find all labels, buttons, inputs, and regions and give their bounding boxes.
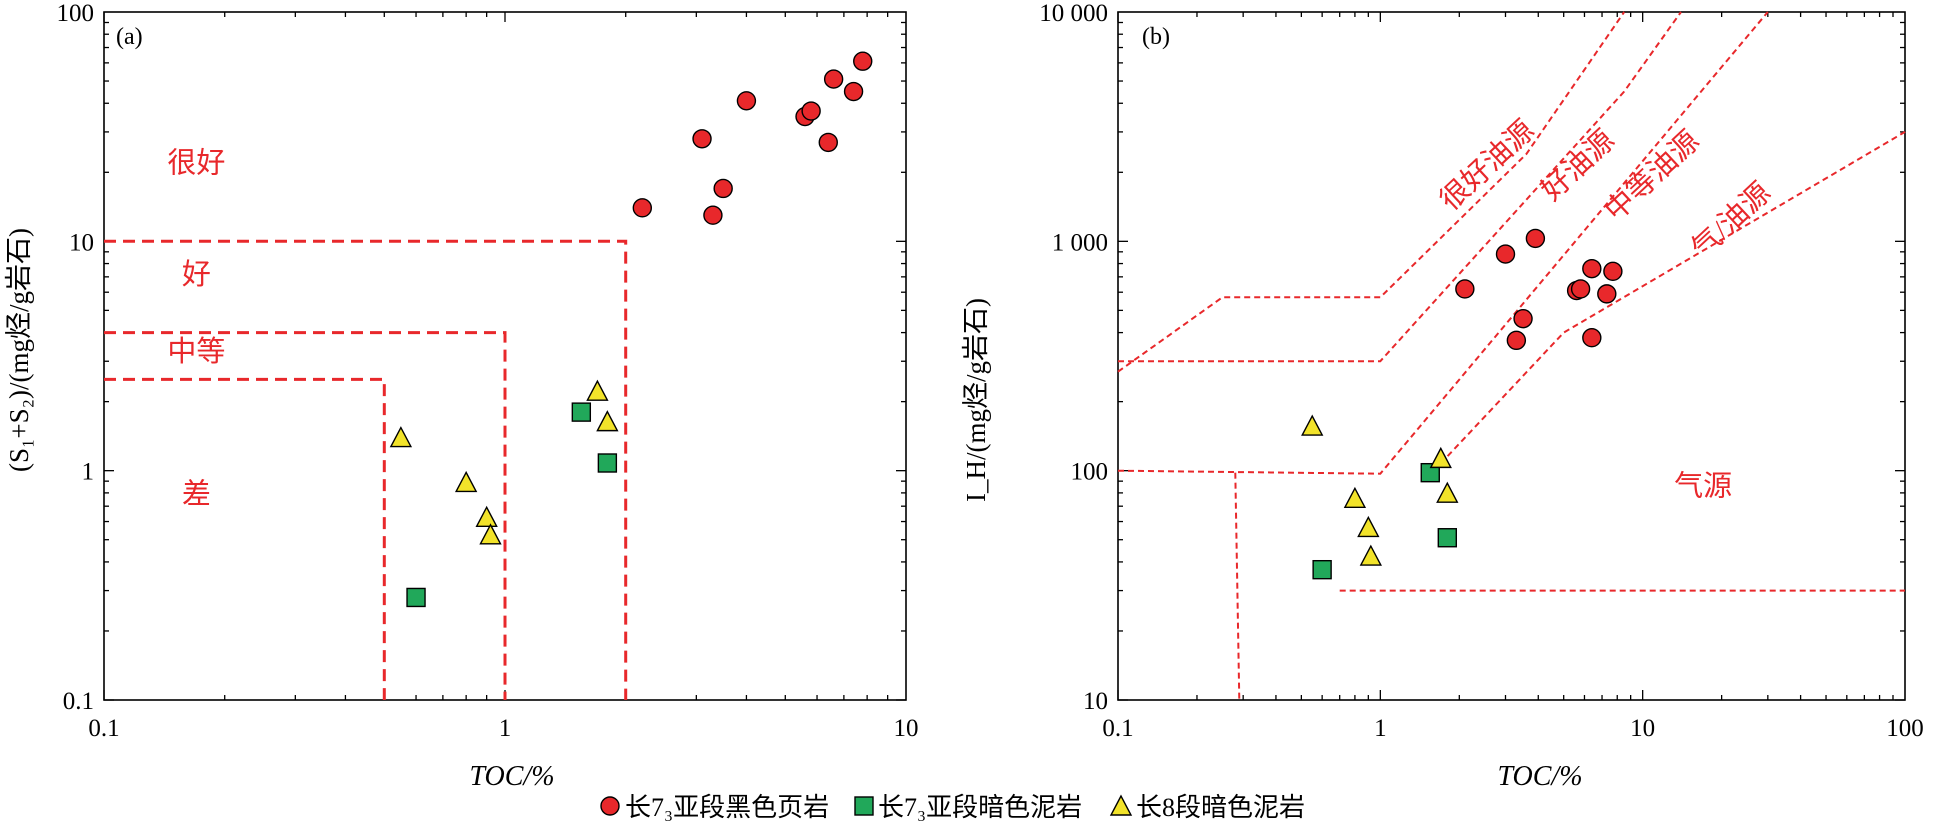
panel-a-x-axis-title: TOC/% — [469, 761, 554, 792]
panel-b-circle-point — [1582, 328, 1602, 348]
panel-b-square-point — [1420, 462, 1440, 483]
panel-a-triangle-point — [454, 470, 478, 493]
legend-square-marker — [854, 796, 874, 816]
panel-b-triangle-point — [1359, 544, 1382, 566]
panel-a-x-tick-label: 1 — [499, 715, 512, 742]
panel-a-label: (a) — [116, 24, 143, 50]
panel-b-x-tick-label: 100 — [1886, 715, 1924, 742]
panel-b-circle-point — [1582, 258, 1602, 279]
panel-b-y-tick-label: 10 — [1083, 688, 1108, 715]
panel-b-triangle-point — [1357, 515, 1380, 538]
panel-b-boundary-line — [1117, 11, 1626, 373]
panel-b-region-label: 气源 — [1674, 469, 1732, 502]
panel-a-y-tick-label: 100 — [57, 0, 95, 27]
panel-a-circle-point — [823, 69, 844, 89]
panel-b-boundary-line — [1117, 11, 1769, 475]
legend-label-black-shale: 长7₃亚段黑色页岩 — [625, 793, 829, 822]
legend-label-dark-mudstone-7: 长7₃亚段暗色泥岩 — [878, 793, 1082, 822]
panel-a-circle-point — [713, 178, 733, 199]
panel-a-triangle-point — [475, 505, 498, 527]
panel-b-boundary-line — [1234, 472, 1241, 701]
panel-b-triangle-point — [1436, 481, 1459, 503]
panel-b-circle-point — [1597, 284, 1617, 304]
panel-a-x-tick-label: 0.1 — [88, 715, 119, 742]
panel-b-region-label: 中等油源 — [1598, 124, 1705, 227]
panel-b-x-axis-title: TOC/% — [1497, 761, 1582, 792]
panel-a-region-label: 差 — [182, 477, 211, 510]
panel-a-y-tick-label: 0.1 — [63, 688, 94, 715]
panel-a-square-point — [406, 587, 426, 608]
panel-b-label: (b) — [1142, 24, 1170, 50]
panel-b-y-tick-label: 1 000 — [1052, 229, 1108, 256]
panel-a-triangle-point — [479, 523, 502, 545]
panel-b-circle-point — [1603, 261, 1623, 282]
panel-a-region-label: 好 — [182, 258, 211, 291]
panel-b-plot-frame — [1117, 11, 1906, 701]
panel-b-circle-point — [1525, 228, 1546, 249]
panel-a-circle-point — [632, 198, 653, 218]
legend: 长7₃亚段黑色页岩 长7₃亚段暗色泥岩 长8段暗色泥岩 — [600, 793, 1305, 822]
panel-b-circle-point — [1570, 279, 1591, 299]
panel-a-y-axis-title: (S₁+S₂)/(mg烃/g岩石) — [4, 228, 34, 472]
panel-a-triangle-point — [586, 379, 609, 401]
panel-a-boundary-line — [104, 377, 386, 700]
panel-a-circle-point — [843, 81, 864, 102]
panel-b-circle-point — [1513, 308, 1533, 329]
panel-b-boundary-line — [1433, 131, 1906, 472]
panel-b-circle-point — [1455, 279, 1475, 299]
panel-a-boundary-line — [104, 239, 628, 700]
panel-b-triangle-point — [1343, 486, 1367, 509]
panel-a-x-tick-label: 10 — [894, 715, 919, 742]
panel-a-circle-point — [853, 51, 873, 71]
panel-b-region-label: 很好油源 — [1433, 114, 1540, 217]
panel-b-x-tick-label: 0.1 — [1102, 715, 1133, 742]
panel-b-circle-point — [1506, 330, 1527, 351]
panel-b-y-axis-title: I_H/(mg烃/g岩石) — [961, 298, 991, 502]
panel-b-region-label: 气/油源 — [1685, 176, 1777, 265]
legend-circle-marker — [600, 796, 620, 816]
panel-a-triangle-point — [389, 426, 413, 448]
panel-a-circle-point — [703, 205, 723, 225]
panel-a-square-point — [597, 453, 618, 473]
panel-b-square-point — [1437, 528, 1457, 548]
panel-b-triangle-point — [1429, 446, 1452, 469]
panel-b-boundary-line — [1118, 11, 1682, 363]
panel-a-circle-point — [801, 101, 821, 121]
panel-b-x-tick-label: 10 — [1630, 715, 1655, 742]
legend-label-dark-mudstone-8: 长8段暗色泥岩 — [1136, 793, 1305, 822]
panel-a-triangle-point — [596, 410, 619, 432]
panel-b-x-tick-label: 1 — [1374, 715, 1387, 742]
panel-a-square-point — [571, 402, 592, 422]
panel-a-circle-point — [818, 132, 838, 153]
panel-b-triangle-point — [1301, 414, 1324, 436]
panel-a-circle-point — [692, 129, 712, 149]
panel-a-boundary-line — [104, 331, 507, 700]
panel-a-circle-point — [736, 91, 757, 111]
panel-b-circle-point — [1495, 244, 1516, 264]
legend-triangle-marker — [1109, 794, 1133, 816]
panel-a-y-tick-label: 1 — [82, 459, 95, 486]
panel-b-square-point — [1312, 559, 1332, 580]
panel-b-y-tick-label: 10 000 — [1039, 0, 1108, 27]
panel-a-region-label: 很好 — [167, 146, 225, 179]
panel-b-y-tick-label: 100 — [1071, 459, 1109, 486]
panel-a-region-label: 中等 — [167, 335, 225, 368]
panel-a-y-tick-label: 10 — [69, 229, 94, 256]
